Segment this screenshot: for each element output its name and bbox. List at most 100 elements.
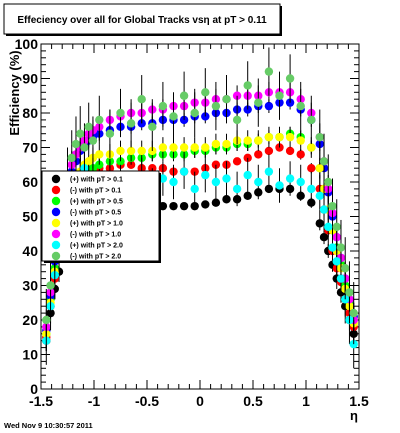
data-point [126, 119, 136, 128]
y-tick-label: 100 [15, 36, 39, 52]
data-point [179, 91, 189, 100]
legend: (+) with pT > 0.1 (-) with pT > 0.1 (+) wi… [41, 170, 161, 263]
data-point [345, 288, 354, 297]
data-point [264, 146, 274, 156]
data-point [116, 146, 125, 156]
data-point [319, 233, 329, 242]
legend-label: (+) with pT > 0.1 [70, 177, 123, 184]
data-point [307, 115, 316, 125]
data-point [232, 115, 242, 125]
title-box-frame [3, 3, 281, 35]
data-point [264, 167, 274, 176]
x-axis-ticks: -1.5 -1 -0.5 0 0.5 1 1.5 [29, 44, 369, 409]
legend-shadow-bottom [44, 261, 161, 263]
data-point [80, 143, 89, 152]
data-point [67, 153, 76, 163]
y-tick-label: 50 [22, 209, 38, 225]
data-point [315, 132, 324, 142]
legend-label: (-) with pT > 1.0 [70, 232, 121, 239]
data-point [275, 181, 284, 190]
data-point [211, 101, 221, 111]
data-point [336, 274, 346, 283]
data-point [116, 108, 125, 118]
y-tick-label: 90 [22, 71, 38, 87]
x-tick-label: -0.5 [135, 393, 159, 409]
data-point [254, 177, 263, 187]
data-point [285, 174, 295, 183]
data-point [190, 143, 199, 152]
data-point [285, 132, 295, 142]
data-point [232, 184, 242, 194]
title-box-shadow-right [280, 6, 282, 36]
data-point [307, 164, 316, 173]
data-point [349, 308, 358, 318]
legend-label: (-) with pT > 0.1 [70, 188, 121, 195]
data-point [126, 146, 136, 156]
data-point [243, 191, 252, 200]
data-point [264, 67, 274, 76]
data-point [211, 139, 221, 149]
data-point [328, 201, 337, 211]
x-tick-label: -1.5 [29, 393, 53, 409]
data-point [315, 191, 324, 200]
data-point [319, 157, 329, 166]
data-point [332, 222, 341, 232]
data-point [296, 136, 305, 145]
data-point [285, 98, 295, 107]
data-point [232, 157, 242, 166]
data-point [285, 74, 295, 83]
data-point [158, 101, 168, 111]
data-point [179, 167, 189, 176]
data-point [275, 132, 284, 142]
x-tick-label: 1.5 [349, 393, 369, 409]
x-tick-label: 0.5 [243, 393, 263, 409]
y-axis-title: Efficiency (%) [7, 50, 22, 135]
title-box: Effeciency over all for Global Tracks vs… [3, 3, 282, 36]
y-tick-label: 20 [22, 312, 38, 328]
data-point [88, 136, 98, 145]
footer-timestamp: Wed Nov 9 10:30:57 2011 [4, 421, 93, 430]
data-point [285, 146, 295, 156]
data-point [243, 81, 252, 90]
data-point [296, 101, 305, 111]
legend-label: (+) with pT > 0.5 [70, 199, 123, 206]
data-point [105, 129, 115, 138]
legend-marker [51, 229, 61, 239]
legend-frame [41, 170, 160, 262]
y-tick-label: 70 [22, 140, 38, 156]
data-point [137, 119, 146, 128]
legend-marker [51, 240, 61, 250]
data-point [296, 150, 305, 159]
title-box-shadow-bottom [6, 34, 282, 36]
data-point [169, 112, 178, 121]
data-point [319, 205, 329, 214]
y-tick-label: 80 [22, 105, 38, 121]
x-tick-label: -1 [88, 393, 101, 409]
legend-label: (-) with pT > 2.0 [70, 254, 121, 261]
x-tick-label: 1 [302, 393, 310, 409]
data-point [169, 143, 178, 152]
data-point [201, 143, 210, 152]
y-tick-label: 10 [22, 347, 38, 363]
y-tick-label: 30 [22, 278, 38, 294]
legend-marker [51, 207, 61, 217]
data-point [190, 184, 199, 194]
legend-label: (+) with pT > 2.0 [70, 243, 123, 250]
data-point [95, 115, 104, 125]
data-point [332, 257, 341, 266]
data-point [324, 177, 333, 187]
data-point [148, 122, 157, 131]
data-point [307, 184, 316, 194]
data-point [324, 222, 333, 232]
data-point [137, 146, 146, 156]
data-point [169, 201, 178, 211]
data-point [254, 98, 263, 107]
data-point [158, 143, 168, 152]
data-point [46, 281, 55, 290]
data-point [201, 88, 210, 97]
data-point [243, 136, 252, 145]
x-tick-label: 0 [196, 393, 204, 409]
data-point [341, 264, 350, 273]
